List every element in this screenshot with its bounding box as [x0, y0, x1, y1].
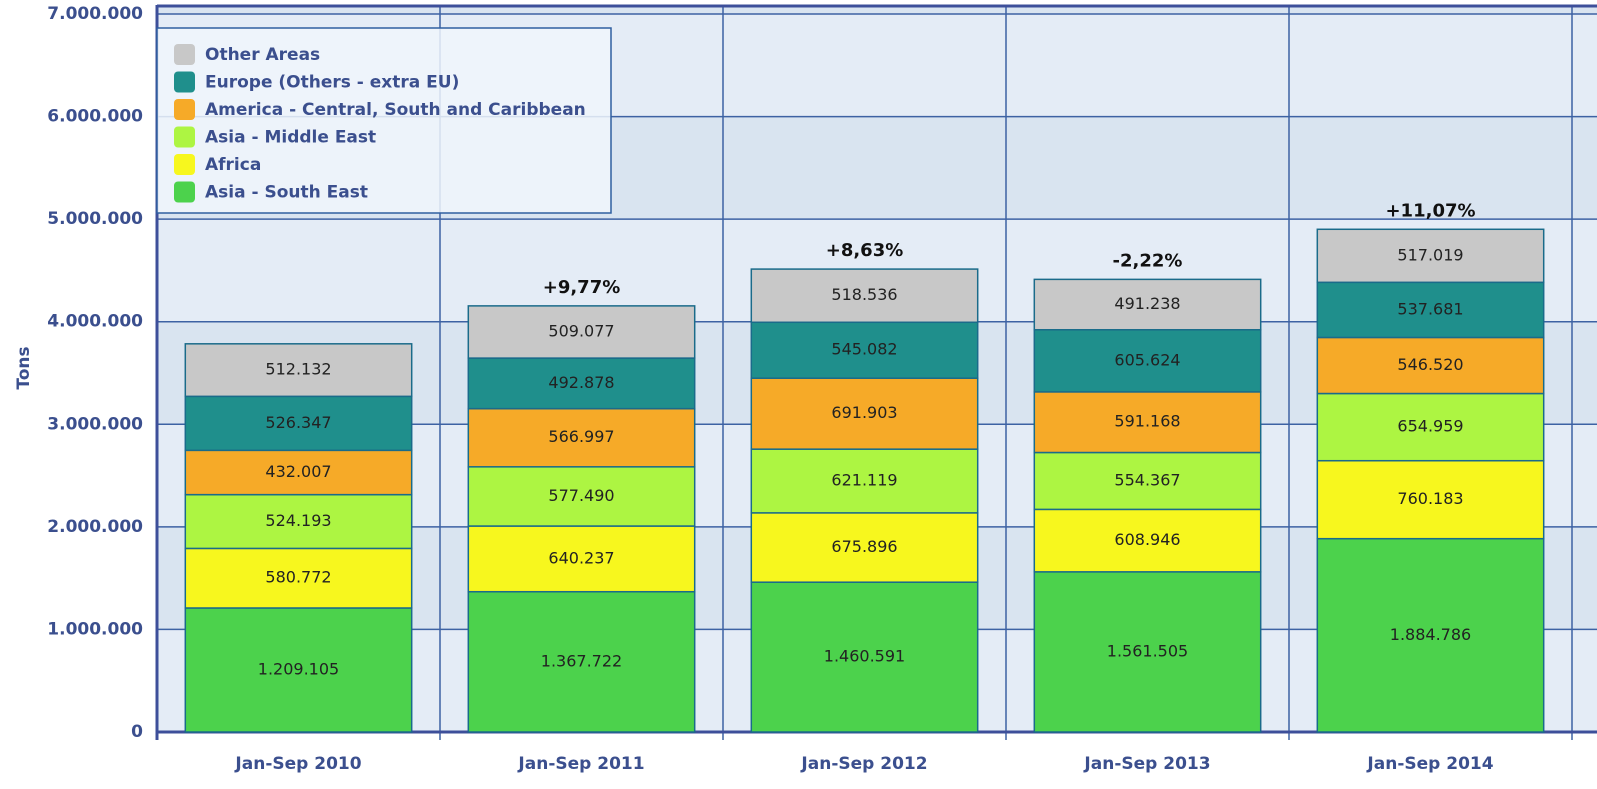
data-label: 546.520 [1397, 355, 1463, 374]
data-label: 554.367 [1114, 470, 1180, 489]
data-label: 492.878 [548, 373, 614, 392]
bar-segment [184, 449, 413, 496]
bar-segment [750, 377, 979, 450]
bar-segment [1316, 392, 1545, 462]
legend-swatch [174, 126, 195, 148]
bar-segment [1033, 329, 1262, 393]
x-tick-label: Jan-Sep 2011 [517, 754, 644, 774]
total-label: +9,77% [543, 277, 621, 298]
data-label: 1.561.505 [1107, 641, 1188, 660]
data-label: 1.884.786 [1390, 625, 1471, 644]
y-tick-label: 5.000.000 [47, 209, 143, 229]
bar-segment [750, 512, 979, 583]
y-tick-label: 4.000.000 [47, 312, 143, 332]
legend-label: Asia - South East [205, 183, 368, 203]
legend-label: Africa [205, 155, 261, 175]
bar-segment [750, 448, 979, 514]
bar-segment [467, 305, 696, 359]
legend-swatch [174, 44, 195, 65]
legend-label: Other Areas [205, 45, 320, 65]
bar-segment [1033, 278, 1262, 331]
bar-segment [1316, 459, 1545, 540]
data-label: 512.132 [265, 360, 331, 379]
data-label: 545.082 [831, 340, 897, 359]
bar-segment [467, 407, 696, 468]
legend-swatch [174, 181, 195, 203]
legend-box [156, 27, 612, 214]
legend-swatch [174, 71, 195, 93]
data-label: 591.168 [1114, 412, 1180, 431]
bar-segment [467, 590, 696, 733]
x-tick-label: Jan-Sep 2012 [800, 754, 927, 774]
data-label: 608.946 [1114, 530, 1180, 549]
data-label: 509.077 [548, 321, 614, 340]
data-label: 1.367.722 [541, 651, 622, 670]
legend-label: America - Central, South and Caribbean [205, 100, 586, 120]
data-label: 432.007 [265, 462, 331, 481]
data-label: 654.959 [1397, 417, 1463, 436]
legend-swatch [174, 154, 195, 175]
data-label: 517.019 [1397, 245, 1463, 264]
x-tick-label: Jan-Sep 2010 [234, 754, 361, 774]
bar-segment [467, 525, 696, 593]
total-label: +8,63% [826, 240, 904, 261]
bar-segment [1316, 336, 1545, 395]
bar-segment [750, 581, 979, 733]
data-label: 566.997 [548, 427, 614, 446]
data-label: 1.460.591 [824, 647, 905, 666]
total-label: -2,22% [1113, 250, 1183, 271]
data-label: 621.119 [831, 471, 897, 490]
bar-segment [467, 357, 696, 410]
data-label: 491.238 [1114, 294, 1180, 313]
bar-segment [1316, 537, 1545, 733]
legend-swatch [174, 99, 195, 120]
y-axis-label: Tons [14, 346, 34, 389]
y-tick-label: 6.000.000 [47, 107, 143, 127]
bar-segment [1033, 571, 1262, 733]
data-label: 691.903 [831, 403, 897, 422]
legend-label: Asia - Middle East [205, 128, 376, 148]
bar-segment [750, 268, 979, 324]
bar-segment [467, 466, 696, 527]
data-label: 640.237 [548, 548, 614, 567]
bar-segment [1316, 281, 1545, 339]
data-label: 577.490 [548, 486, 614, 505]
bar-segment [184, 395, 413, 452]
y-tick-label: 3.000.000 [47, 414, 143, 434]
y-tick-label: 0 [131, 722, 143, 742]
legend: Other Areas Europe (Others - extra EU) Ame… [156, 27, 612, 214]
y-tick-label: 2.000.000 [47, 517, 143, 537]
data-label: 1.209.105 [258, 659, 339, 678]
data-label: 760.183 [1397, 489, 1463, 508]
bar-segment [750, 321, 979, 379]
x-tick-label: Jan-Sep 2014 [1366, 754, 1493, 774]
data-label: 537.681 [1397, 299, 1463, 318]
bar-segment [1033, 508, 1262, 573]
y-tick-label: 1.000.000 [47, 619, 143, 639]
data-label: 580.772 [265, 568, 331, 587]
bar-segment [184, 547, 413, 609]
bar-segment [184, 493, 413, 550]
data-label: 524.193 [265, 511, 331, 530]
bar-segment [1316, 228, 1545, 284]
data-label: 605.624 [1114, 350, 1180, 369]
bar-segment [184, 607, 413, 733]
data-label: 526.347 [265, 413, 331, 432]
y-tick-label: 7.000.000 [47, 4, 143, 24]
data-label: 518.536 [831, 285, 897, 304]
legend-label: Europe (Others - extra EU) [205, 73, 459, 93]
total-label: +11,07% [1385, 200, 1475, 221]
bar-segment [1033, 451, 1262, 511]
data-label: 675.896 [831, 537, 897, 556]
bar-segment [184, 343, 413, 398]
x-tick-label: Jan-Sep 2013 [1083, 754, 1210, 774]
bar-segment [1033, 391, 1262, 454]
